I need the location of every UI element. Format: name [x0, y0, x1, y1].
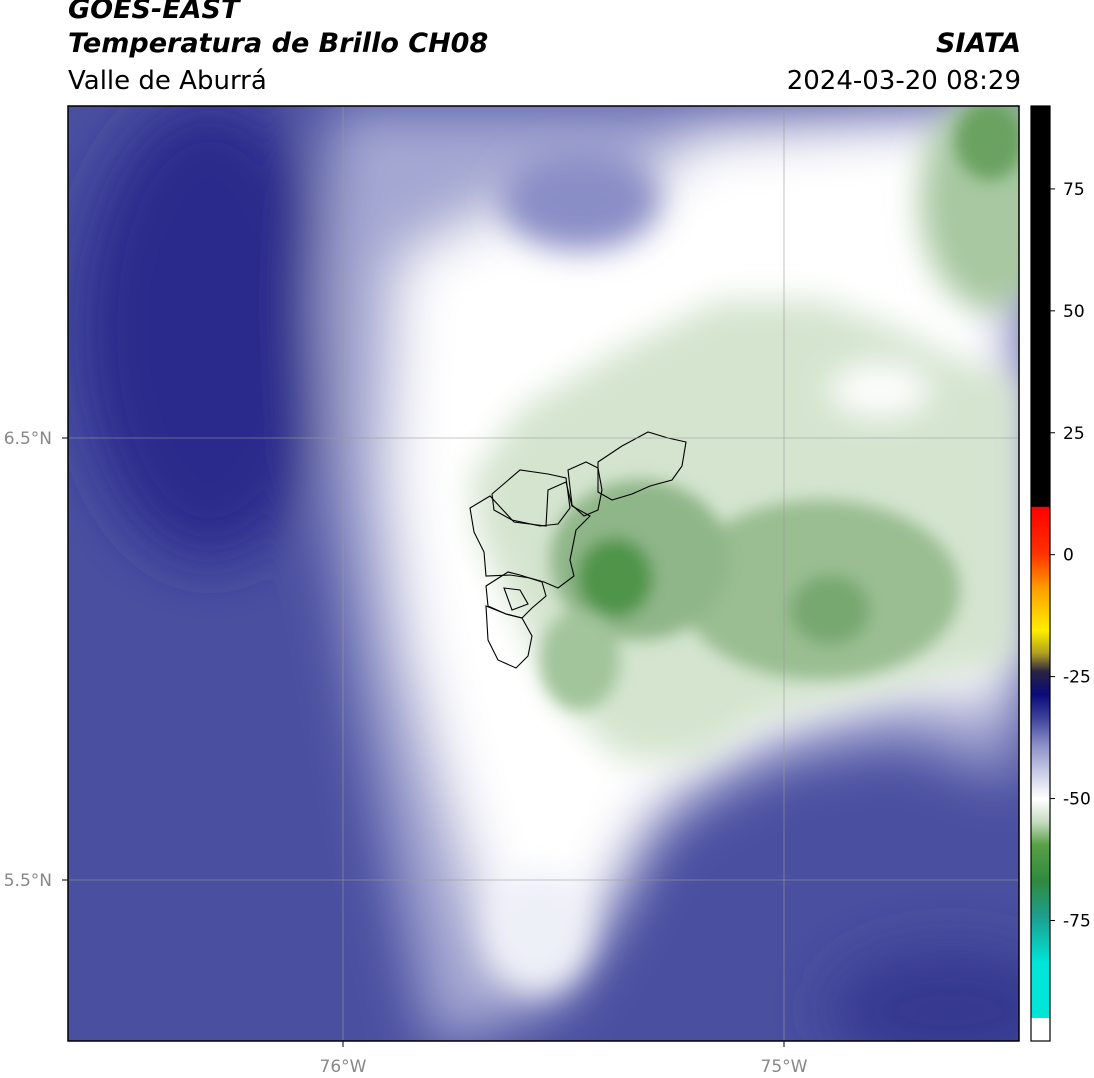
colorbar: 75 50 25 0 -25 -50 -75	[1030, 105, 1091, 1042]
boundary-north-east	[597, 431, 687, 501]
lat-label-5.5N: 5.5°N	[4, 871, 52, 891]
colorbar-tick-label: 25	[1063, 424, 1085, 444]
brightness-temperature-field	[68, 106, 1019, 1041]
colorbar-tick-label: 0	[1063, 546, 1074, 566]
graticule	[68, 106, 1019, 1041]
region-subtitle: Valle de Aburrá	[68, 66, 267, 96]
boundary-southern	[485, 605, 533, 669]
satellite-title: GOES-EAST	[68, 0, 240, 25]
product-title: Temperatura de Brillo CH08	[68, 28, 489, 59]
colorbar-tick-label: 75	[1063, 180, 1085, 200]
graticule-ticks	[62, 437, 785, 1047]
boundary-north-west	[491, 469, 571, 527]
colorbar-tick-label: -25	[1063, 668, 1091, 688]
lon-label-76W: 76°W	[320, 1057, 367, 1077]
colorbar-gradient	[1031, 106, 1050, 1018]
lon-label-75W: 75°W	[761, 1057, 808, 1077]
lat-label-6.5N: 6.5°N	[4, 429, 52, 449]
organization-label: SIATA	[935, 28, 1021, 59]
map-frame	[67, 105, 1020, 1042]
colorbar-tick-label: 50	[1063, 302, 1085, 322]
colorbar-tick-label: -75	[1063, 911, 1091, 931]
boundary-south-inner	[503, 587, 529, 611]
colorbar-tick-label: -50	[1063, 790, 1091, 810]
colorbar-under-box	[1031, 1018, 1050, 1041]
municipality-boundaries	[469, 431, 687, 669]
datetime-label: 2024-03-20 08:29	[786, 66, 1021, 96]
colorbar-frame	[1030, 105, 1051, 1042]
